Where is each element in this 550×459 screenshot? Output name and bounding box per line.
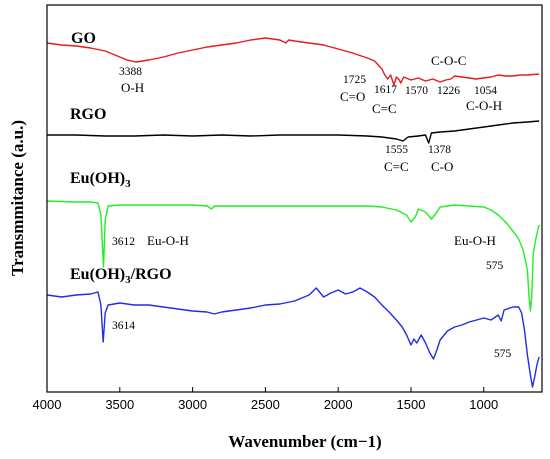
y-axis-label: Transmmitance (a.u.) [8,120,27,276]
rgo-cc-label: C=C [384,159,409,174]
euoh3-euoh-label-1: Eu-O-H [147,233,189,248]
series-line-go [46,37,540,86]
euoh3-rgo-peak-3614: 3614 [112,320,135,332]
euoh3-rgo-label-sub: 3 [125,274,131,286]
euoh3-peak-575: 575 [486,260,504,272]
rgo-peak-1555: 1555 [385,144,408,156]
x-tick-label: 2500 [251,397,280,412]
plot-frame [46,4,543,393]
rgo-co-label: C-O [431,159,453,174]
x-tick-label: 1500 [397,397,426,412]
x-tick-label: 4000 [33,397,62,412]
euoh3-rgo-label-main: Eu(OH) [70,266,125,283]
series-line-rgo [47,120,540,144]
go-peak-3388: 3388 [119,66,142,78]
euoh3-label-sub: 3 [125,178,131,190]
go-coc-label: C-O-C [431,53,466,68]
x-tick-label: 3000 [178,397,207,412]
series-line-eu-oh-3-rgo [46,287,540,388]
euoh3-label-main: Eu(OH) [70,170,125,187]
go-co-label: C=O [340,89,365,104]
euoh3-peak-3612: 3612 [112,236,135,248]
x-tick-label: 2000 [324,397,353,412]
go-oh-label: O-H [121,80,144,95]
go-cc-label: C=C [372,101,397,116]
series-traces [46,37,540,388]
series-label-euoh3: Eu(OH)3 [70,170,131,190]
go-peak-1570: 1570 [405,85,428,97]
euoh3-euoh-label-2: Eu-O-H [454,233,496,248]
go-peak-1725: 1725 [343,74,366,86]
euoh3-rgo-peak-575: 575 [494,348,512,360]
series-line-eu-oh-3 [46,200,540,312]
x-axis-ticks: 4000 3500 3000 2500 2000 1500 1000 [33,387,498,412]
euoh3-rgo-label-tail: /RGO [130,266,172,283]
rgo-peak-1378: 1378 [428,144,451,156]
series-label-go: GO [71,30,96,47]
go-peak-1226: 1226 [437,85,460,97]
x-tick-label: 1000 [469,397,498,412]
go-peak-1617: 1617 [374,84,397,96]
series-label-euoh3-rgo: Eu(OH)3/RGO [70,266,172,286]
x-axis-label: Wavenumber (cm−1) [228,432,381,451]
x-tick-label: 3500 [105,397,134,412]
series-label-rgo: RGO [70,106,106,123]
go-coh-label: C-O-H [466,98,502,113]
go-peak-1054: 1054 [474,85,497,97]
